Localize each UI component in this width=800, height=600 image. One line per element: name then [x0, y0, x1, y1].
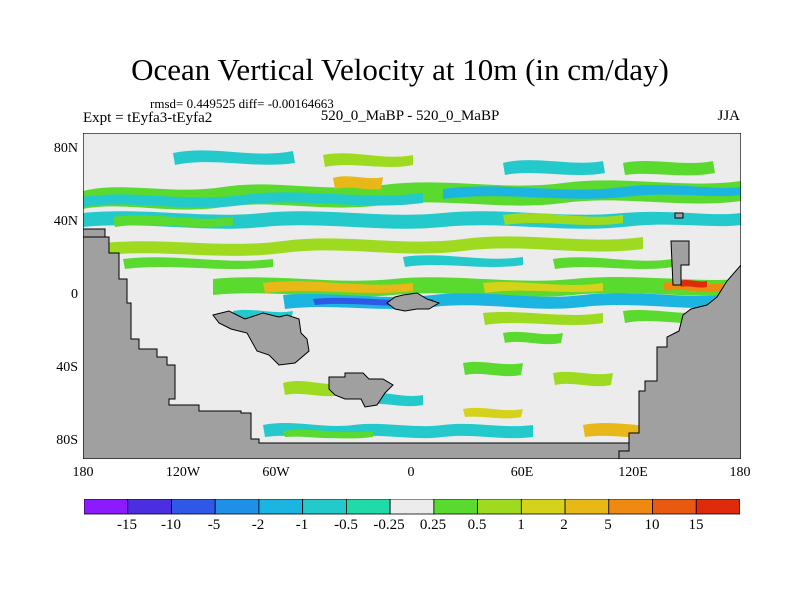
colorbar-label: -1 [295, 517, 309, 533]
land-masks [83, 212, 741, 459]
colorbar-box [127, 499, 172, 515]
colorbar-box [564, 499, 610, 515]
land-africa [386, 292, 441, 312]
colorbar-label: -0.5 [334, 517, 358, 533]
lat-label-0: 0 [71, 287, 78, 302]
colorbar-label: 0.5 [467, 517, 487, 533]
velocity-map [83, 133, 741, 459]
center-string: 520_0_MaBP - 520_0_MaBP [320, 108, 500, 124]
page-title: Ocean Vertical Velocity at 10m (in cm/da… [131, 52, 669, 87]
land-peninsula [670, 240, 690, 286]
colorbar-label: -5 [207, 517, 221, 533]
colorbar-box [433, 499, 478, 515]
land-northwest [83, 228, 106, 238]
lat-label-80n: 80N [53, 141, 78, 156]
colorbar-box [258, 499, 304, 515]
colorbar-box [302, 499, 347, 515]
land-east-continent [618, 264, 741, 459]
colorbar-label: 1 [517, 517, 525, 533]
lon-label-60w: 60W [262, 465, 290, 480]
colorbar-box [477, 499, 522, 515]
lon-label-180e: 180 [729, 465, 751, 480]
colorbar-box [171, 499, 216, 515]
lat-label-40n: 40N [53, 214, 78, 229]
experiment-label: Expt = tEyfa3-tEyfa2 [83, 110, 213, 126]
lat-label-40s: 40S [56, 360, 78, 375]
colorbar [84, 499, 740, 515]
land-southern-island [328, 372, 394, 408]
land-small-island [674, 212, 684, 219]
colorbar-box [84, 499, 129, 515]
colorbar-label: 5 [604, 517, 612, 533]
season-label: JJA [717, 108, 740, 124]
colorbar-label: 15 [688, 517, 704, 533]
colorbar-label: 0.25 [419, 517, 447, 533]
colorbar-label: -2 [251, 517, 265, 533]
land-south-america [212, 310, 310, 366]
colorbar-label: -15 [117, 517, 137, 533]
colorbar-box [608, 499, 653, 515]
colorbar-box [214, 499, 260, 515]
colorbar-box [520, 499, 566, 515]
land-americas [83, 236, 741, 459]
colorbar-label: 10 [644, 517, 660, 533]
lon-label-60e: 60E [510, 465, 534, 480]
velocity-contours [83, 150, 741, 439]
lon-label-0: 0 [407, 465, 415, 480]
stats-label: rmsd= 0.449525 diff= -0.00164663 [150, 96, 334, 111]
lon-label-120w: 120W [165, 465, 201, 480]
colorbar-box [652, 499, 697, 515]
colorbar-box [389, 499, 435, 515]
lat-label-80s: 80S [56, 433, 78, 448]
colorbar-label: 2 [560, 517, 568, 533]
lon-label-180w: 180 [72, 465, 94, 480]
lon-label-120e: 120E [618, 465, 648, 480]
colorbar-box [345, 499, 391, 515]
colorbar-label: -10 [161, 517, 181, 533]
colorbar-box [695, 499, 740, 515]
colorbar-label: -0.25 [373, 517, 405, 533]
